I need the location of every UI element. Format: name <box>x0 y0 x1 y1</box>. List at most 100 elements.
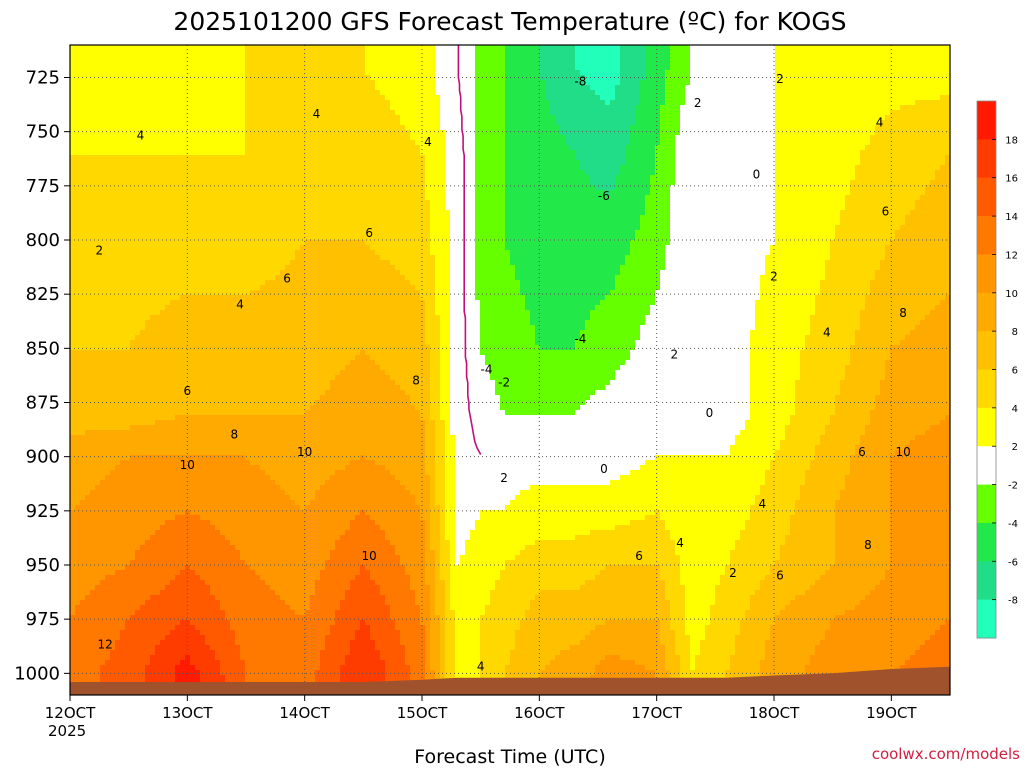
temperature-cell <box>145 495 151 501</box>
temperature-cell <box>90 120 96 126</box>
temperature-cell <box>160 660 166 666</box>
temperature-cell <box>245 345 251 351</box>
temperature-cell <box>145 450 151 456</box>
temperature-cell <box>200 505 206 511</box>
temperature-cell <box>235 585 241 591</box>
temperature-cell <box>205 150 211 156</box>
temperature-cell <box>235 150 241 156</box>
temperature-cell <box>210 345 216 351</box>
temperature-cell <box>200 280 206 286</box>
temperature-cell <box>115 290 121 296</box>
temperature-cell <box>95 575 101 581</box>
temperature-cell <box>220 95 226 101</box>
temperature-cell <box>120 80 126 86</box>
temperature-cell <box>175 95 181 101</box>
temperature-cell <box>150 270 156 276</box>
temperature-cell <box>170 95 176 101</box>
temperature-cell <box>140 485 146 491</box>
temperature-cell <box>80 490 86 496</box>
temperature-cell <box>95 665 101 671</box>
temperature-cell <box>245 625 251 631</box>
temperature-cell <box>195 485 201 491</box>
temperature-cell <box>165 105 171 111</box>
temperature-cell <box>240 85 246 91</box>
temperature-cell <box>235 615 241 621</box>
temperature-cell <box>230 240 236 246</box>
temperature-cell <box>190 655 196 661</box>
temperature-cell <box>155 200 161 206</box>
temperature-cell <box>160 350 166 356</box>
temperature-cell <box>160 450 166 456</box>
temperature-cell <box>105 145 111 151</box>
temperature-cell <box>255 90 261 96</box>
temperature-cell <box>70 485 76 491</box>
temperature-cell <box>255 185 261 191</box>
temperature-cell <box>165 455 171 461</box>
temperature-cell <box>220 620 226 626</box>
temperature-cell <box>90 110 96 116</box>
temperature-cell <box>145 665 151 671</box>
temperature-cell <box>75 390 81 396</box>
temperature-cell <box>230 475 236 481</box>
temperature-cell <box>245 300 251 306</box>
temperature-cell <box>190 585 196 591</box>
temperature-cell <box>160 215 166 221</box>
temperature-cell <box>255 175 261 181</box>
temperature-cell <box>95 620 101 626</box>
temperature-cell <box>235 285 241 291</box>
temperature-cell <box>75 480 81 486</box>
temperature-cell <box>140 630 146 636</box>
temperature-cell <box>260 220 266 226</box>
temperature-cell <box>240 100 246 106</box>
temperature-cell <box>165 255 171 261</box>
temperature-cell <box>135 195 141 201</box>
temperature-cell <box>230 470 236 476</box>
temperature-cell <box>100 55 106 61</box>
temperature-cell <box>235 495 241 501</box>
temperature-cell <box>210 610 216 616</box>
temperature-cell <box>130 50 136 56</box>
temperature-cell <box>180 300 186 306</box>
temperature-cell <box>85 275 91 281</box>
temperature-cell <box>165 65 171 71</box>
temperature-cell <box>250 400 256 406</box>
temperature-cell <box>160 665 166 671</box>
temperature-cell <box>130 570 136 576</box>
temperature-cell <box>260 295 266 301</box>
temperature-cell <box>70 190 76 196</box>
temperature-cell <box>200 100 206 106</box>
temperature-cell <box>255 45 261 51</box>
temperature-cell <box>140 640 146 646</box>
temperature-cell <box>140 420 146 426</box>
temperature-cell <box>195 355 201 361</box>
temperature-cell <box>195 385 201 391</box>
temperature-cell <box>230 165 236 171</box>
temperature-cell <box>90 125 96 131</box>
temperature-cell <box>80 640 86 646</box>
temperature-cell <box>150 360 156 366</box>
temperature-cell <box>110 75 116 81</box>
temperature-cell <box>140 405 146 411</box>
temperature-cell <box>160 595 166 601</box>
temperature-cell <box>220 220 226 226</box>
temperature-cell <box>205 440 211 446</box>
temperature-cell <box>160 545 166 551</box>
temperature-cell <box>140 555 146 561</box>
temperature-cell <box>100 595 106 601</box>
temperature-cell <box>240 155 246 161</box>
temperature-cell <box>115 665 121 671</box>
temperature-cell <box>205 125 211 131</box>
temperature-cell <box>200 45 206 51</box>
temperature-cell <box>235 420 241 426</box>
temperature-cell <box>180 535 186 541</box>
temperature-cell <box>145 410 151 416</box>
temperature-cell <box>175 530 181 536</box>
temperature-cell <box>245 645 251 651</box>
temperature-cell <box>110 210 116 216</box>
temperature-cell <box>80 370 86 376</box>
temperature-cell <box>235 170 241 176</box>
temperature-cell <box>165 555 171 561</box>
temperature-cell <box>80 665 86 671</box>
temperature-cell <box>75 615 81 621</box>
temperature-cell <box>230 45 236 51</box>
